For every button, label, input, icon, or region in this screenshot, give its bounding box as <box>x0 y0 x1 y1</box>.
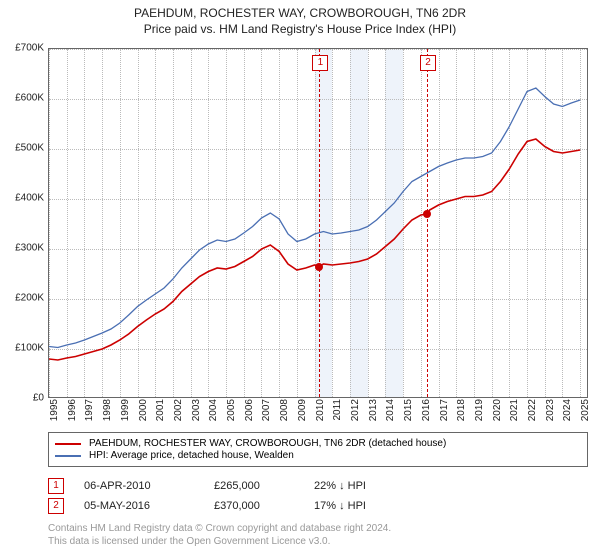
x-axis-tick: 2001 <box>155 399 159 421</box>
footnote-line1: Contains HM Land Registry data © Crown c… <box>48 522 588 535</box>
x-axis-tick: 2007 <box>261 399 265 421</box>
x-axis-tick: 1999 <box>120 399 124 421</box>
x-axis-tick: 2002 <box>173 399 177 421</box>
sale-index-box: 2 <box>48 498 64 514</box>
x-axis-tick: 2022 <box>527 399 531 421</box>
x-axis-tick: 2016 <box>421 399 425 421</box>
sale-marker-dot <box>315 263 323 271</box>
y-axis-tick: £700K <box>0 43 44 54</box>
x-axis-tick: 2020 <box>492 399 496 421</box>
x-axis-tick: 2009 <box>297 399 301 421</box>
sale-date: 06-APR-2010 <box>84 480 194 492</box>
x-axis-tick: 2024 <box>562 399 566 421</box>
x-axis-tick: 2018 <box>456 399 460 421</box>
title-block: PAEHDUM, ROCHESTER WAY, CROWBOROUGH, TN6… <box>0 0 600 36</box>
x-axis-tick: 2008 <box>279 399 283 421</box>
footnote-line2: This data is licensed under the Open Gov… <box>48 535 588 548</box>
sale-marker-line <box>319 49 320 397</box>
x-axis-tick: 2014 <box>385 399 389 421</box>
legend-label-hpi: HPI: Average price, detached house, Weal… <box>89 450 294 461</box>
x-axis-tick: 2004 <box>208 399 212 421</box>
x-axis-tick: 2003 <box>191 399 195 421</box>
series-line-hpi <box>49 88 580 348</box>
x-axis-tick: 1998 <box>102 399 106 421</box>
x-axis-tick: 1997 <box>84 399 88 421</box>
sale-price: £370,000 <box>214 500 294 512</box>
sale-marker-index: 2 <box>420 55 436 71</box>
sale-index-box: 1 <box>48 478 64 494</box>
sales-table: 1 06-APR-2010 £265,000 22% ↓ HPI 2 05-MAY-201… <box>48 474 588 518</box>
sale-row: 2 05-MAY-2016 £370,000 17% ↓ HPI <box>48 498 588 514</box>
y-axis-tick: £600K <box>0 93 44 104</box>
chart-title-address: PAEHDUM, ROCHESTER WAY, CROWBOROUGH, TN6… <box>0 6 600 20</box>
x-axis-tick: 1995 <box>49 399 53 421</box>
x-axis-tick: 2019 <box>474 399 478 421</box>
x-axis-tick: 2005 <box>226 399 230 421</box>
footnote: Contains HM Land Registry data © Crown c… <box>48 522 588 548</box>
y-axis-tick: £200K <box>0 293 44 304</box>
y-axis-tick: £0 <box>0 393 44 404</box>
legend-entry-hpi: HPI: Average price, detached house, Weal… <box>55 450 581 461</box>
sale-delta-vs-hpi: 22% ↓ HPI <box>314 480 404 492</box>
sale-price: £265,000 <box>214 480 294 492</box>
legend-swatch-hpi <box>55 455 81 457</box>
y-axis-tick: £100K <box>0 343 44 354</box>
legend-swatch-property <box>55 443 81 445</box>
chart-subtitle: Price paid vs. HM Land Registry's House … <box>0 22 600 36</box>
legend-label-property: PAEHDUM, ROCHESTER WAY, CROWBOROUGH, TN6… <box>89 438 446 449</box>
sale-delta-vs-hpi: 17% ↓ HPI <box>314 500 404 512</box>
y-axis-tick: £500K <box>0 143 44 154</box>
x-axis-tick: 2011 <box>332 399 336 421</box>
sale-date: 05-MAY-2016 <box>84 500 194 512</box>
sale-marker-index: 1 <box>312 55 328 71</box>
legend-entry-property: PAEHDUM, ROCHESTER WAY, CROWBOROUGH, TN6… <box>55 438 581 449</box>
y-axis-tick: £300K <box>0 243 44 254</box>
x-axis-tick: 2023 <box>545 399 549 421</box>
x-axis-tick: 2017 <box>439 399 443 421</box>
x-axis-tick: 2013 <box>368 399 372 421</box>
x-axis-tick: 2010 <box>315 399 319 421</box>
chart-container: PAEHDUM, ROCHESTER WAY, CROWBOROUGH, TN6… <box>0 0 600 560</box>
y-axis-tick: £400K <box>0 193 44 204</box>
x-axis-tick: 2006 <box>244 399 248 421</box>
x-axis-tick: 2000 <box>138 399 142 421</box>
sale-marker-line <box>427 49 428 397</box>
x-axis-tick: 2025 <box>580 399 584 421</box>
chart-plot-area: 1995199619971998199920002001200220032004… <box>48 48 588 398</box>
chart-legend: PAEHDUM, ROCHESTER WAY, CROWBOROUGH, TN6… <box>48 432 588 467</box>
x-axis-tick: 1996 <box>67 399 71 421</box>
series-line-property <box>49 139 580 360</box>
sale-row: 1 06-APR-2010 £265,000 22% ↓ HPI <box>48 478 588 494</box>
sale-marker-dot <box>423 210 431 218</box>
x-axis-tick: 2021 <box>509 399 513 421</box>
x-axis-tick: 2012 <box>350 399 354 421</box>
x-axis-tick: 2015 <box>403 399 407 421</box>
